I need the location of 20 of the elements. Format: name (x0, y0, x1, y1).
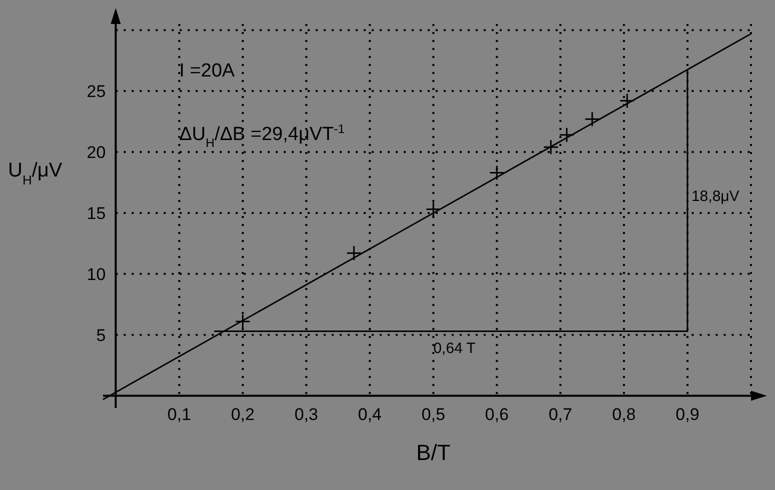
annotation: ΔU$_{H}$/ΔB =29,4μVT$^{-1}$ (179, 122, 345, 150)
x-axis-title: B/T (416, 440, 450, 465)
x-tick-label: 0,3 (294, 404, 318, 424)
x-tick-label: 0,7 (548, 404, 572, 424)
x-tick-label: 0,5 (422, 404, 446, 424)
x-tick-label: 0,4 (358, 404, 382, 424)
x-tick-label: 0,9 (676, 404, 700, 424)
annotation: 0,64 T (433, 340, 476, 358)
x-tick-label: 0,8 (612, 404, 636, 424)
y-tick-label: 10 (86, 264, 106, 284)
y-tick-label: 25 (86, 82, 106, 102)
annotation: I =20A (179, 60, 236, 82)
y-tick-label: 20 (86, 143, 106, 162)
y-axis-title: U$_{H}$/μV (8, 159, 63, 187)
annotation: 18,8μV (691, 188, 740, 205)
y-tick-label: 5 (96, 326, 106, 345)
y-tick-label: 15 (86, 204, 106, 223)
x-tick-label: 0,2 (230, 404, 255, 424)
x-tick-label: 0,1 (167, 404, 192, 424)
x-tick-label: 0,6 (485, 404, 509, 424)
